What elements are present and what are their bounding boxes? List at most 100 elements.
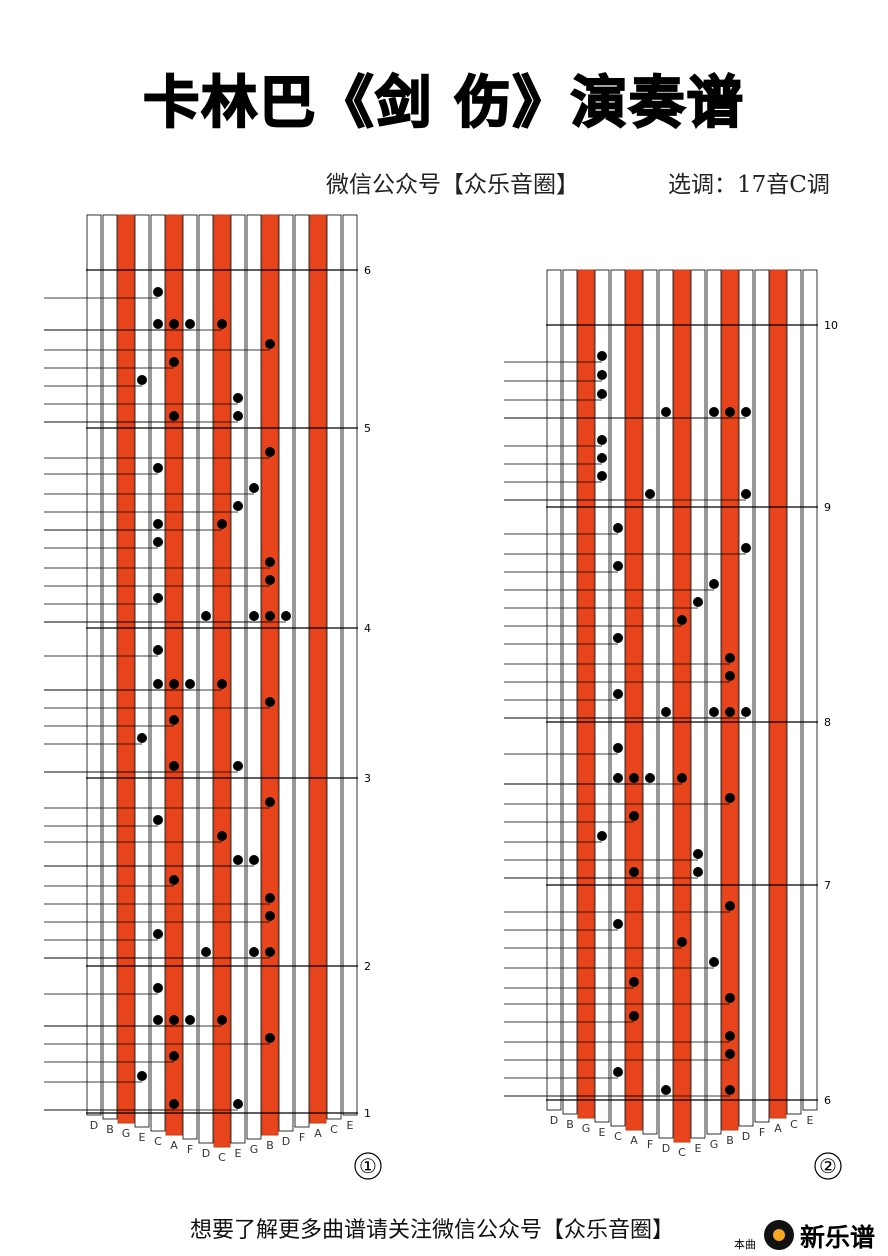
note xyxy=(741,407,751,417)
tine-marked xyxy=(165,214,183,1136)
tine xyxy=(706,269,722,1135)
note xyxy=(153,679,163,689)
tine-marked xyxy=(117,214,135,1124)
panel-marker: ① xyxy=(359,1154,377,1178)
note xyxy=(613,523,623,533)
tine xyxy=(86,214,102,1116)
key-label: E xyxy=(695,1142,702,1155)
measure-number: 3 xyxy=(364,772,371,785)
key-label: B xyxy=(106,1123,114,1136)
tine xyxy=(642,269,658,1135)
key-label: D xyxy=(742,1130,750,1143)
key-label: B xyxy=(266,1139,274,1152)
tine xyxy=(246,214,262,1140)
note xyxy=(677,937,687,947)
key-label: B xyxy=(726,1134,734,1147)
tine xyxy=(326,214,342,1120)
note xyxy=(169,1015,179,1025)
note xyxy=(725,1031,735,1041)
key-label: G xyxy=(710,1138,719,1151)
note xyxy=(629,1011,639,1021)
note xyxy=(645,773,655,783)
note xyxy=(233,501,243,511)
key-label: F xyxy=(187,1143,193,1156)
measure-number: 5 xyxy=(364,422,371,435)
brand-small: 本曲 xyxy=(734,1238,756,1251)
tine xyxy=(342,214,358,1116)
key-label: D xyxy=(282,1135,290,1148)
note xyxy=(281,611,291,621)
tine xyxy=(278,214,294,1132)
note xyxy=(725,653,735,663)
measure-number: 1 xyxy=(364,1107,371,1120)
tine-marked xyxy=(309,214,327,1124)
note xyxy=(597,389,607,399)
note xyxy=(645,489,655,499)
note xyxy=(249,483,259,493)
tine xyxy=(182,214,198,1140)
note xyxy=(153,319,163,329)
note xyxy=(153,645,163,655)
note xyxy=(597,351,607,361)
note xyxy=(725,793,735,803)
measure-number: 4 xyxy=(364,622,371,635)
note xyxy=(249,947,259,957)
key-label: D xyxy=(662,1142,670,1155)
key-label: F xyxy=(299,1131,305,1144)
note xyxy=(137,1071,147,1081)
tine-marked xyxy=(625,269,643,1131)
key-label: A xyxy=(170,1139,178,1152)
note xyxy=(169,715,179,725)
key-label: B xyxy=(566,1118,574,1131)
note xyxy=(693,597,703,607)
note xyxy=(153,1015,163,1025)
source: 微信公众号【众乐音圈】 xyxy=(326,172,579,198)
note xyxy=(137,733,147,743)
key-label: E xyxy=(807,1114,814,1127)
note xyxy=(629,773,639,783)
measure-number: 9 xyxy=(824,501,831,514)
tine xyxy=(786,269,802,1115)
note xyxy=(217,519,227,529)
note xyxy=(725,1085,735,1095)
note xyxy=(709,407,719,417)
tine xyxy=(658,269,674,1139)
key-label: E xyxy=(347,1119,354,1132)
note xyxy=(597,370,607,380)
tine xyxy=(594,269,610,1123)
note xyxy=(265,911,275,921)
note xyxy=(661,1085,671,1095)
key-label: C xyxy=(154,1135,162,1148)
note xyxy=(613,743,623,753)
note xyxy=(169,411,179,421)
note xyxy=(137,375,147,385)
note xyxy=(725,671,735,681)
note xyxy=(709,579,719,589)
measure-number: 2 xyxy=(364,960,371,973)
note xyxy=(153,537,163,547)
tine xyxy=(102,214,118,1120)
tine xyxy=(134,214,150,1128)
note xyxy=(265,575,275,585)
note xyxy=(169,357,179,367)
key-label: C xyxy=(678,1146,686,1159)
key-label: C xyxy=(330,1123,338,1136)
note xyxy=(153,287,163,297)
note xyxy=(153,463,163,473)
key-label: E xyxy=(139,1131,146,1144)
note xyxy=(233,855,243,865)
note xyxy=(741,543,751,553)
note xyxy=(217,831,227,841)
key: 选调：17音C调 xyxy=(668,172,830,198)
note xyxy=(709,957,719,967)
note xyxy=(265,697,275,707)
brand-logo xyxy=(764,1220,794,1250)
note xyxy=(217,1015,227,1025)
note xyxy=(153,983,163,993)
brand: 新乐谱 xyxy=(800,1223,876,1252)
note xyxy=(249,611,259,621)
note xyxy=(265,1033,275,1043)
key-label: E xyxy=(599,1126,606,1139)
tine xyxy=(150,214,166,1132)
